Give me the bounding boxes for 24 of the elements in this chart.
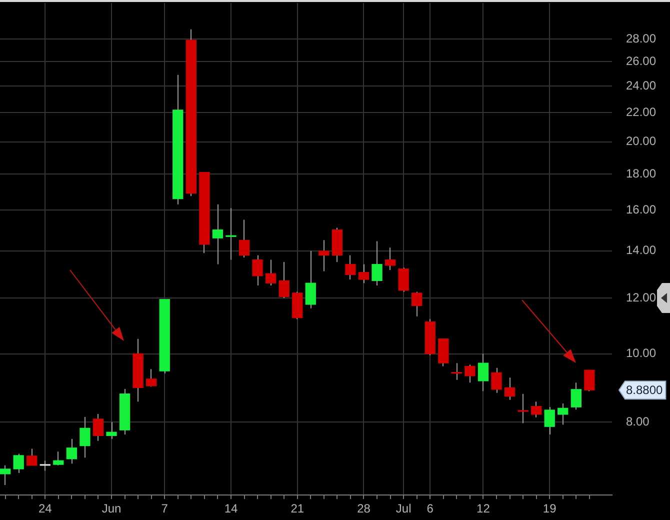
y-tick-label: 26.00 xyxy=(626,54,656,68)
candlestick xyxy=(226,208,236,260)
y-tick-label: 12.00 xyxy=(626,290,656,304)
x-tick-label: 7 xyxy=(161,502,168,516)
x-tick-label: 6 xyxy=(426,502,434,516)
y-tick-label: 24.00 xyxy=(626,78,656,92)
y-tick-label: 20.00 xyxy=(626,134,656,148)
text: 8.8800 xyxy=(626,382,664,397)
y-tick-label: 16.00 xyxy=(626,202,656,216)
x-tick-label: Jun xyxy=(102,502,122,516)
x-tick-label: 19 xyxy=(542,502,557,516)
y-tick-label: 18.00 xyxy=(626,166,656,180)
x-tick-label: 14 xyxy=(224,502,238,516)
x-tick-label: 12 xyxy=(476,502,490,516)
x-tick-label: Jul xyxy=(396,502,412,516)
x-tick-label: 21 xyxy=(290,502,304,516)
candlestick xyxy=(518,394,528,424)
y-tick-label: 22.00 xyxy=(626,105,656,120)
y-tick-label: 28.00 xyxy=(626,31,656,46)
x-tick-label: 28 xyxy=(357,502,371,516)
x-tick-label: 24 xyxy=(38,502,52,516)
y-tick-label: 14.00 xyxy=(626,243,656,258)
y-tick-label: 8.00 xyxy=(626,414,650,428)
y-tick-label: 10.00 xyxy=(626,346,656,360)
